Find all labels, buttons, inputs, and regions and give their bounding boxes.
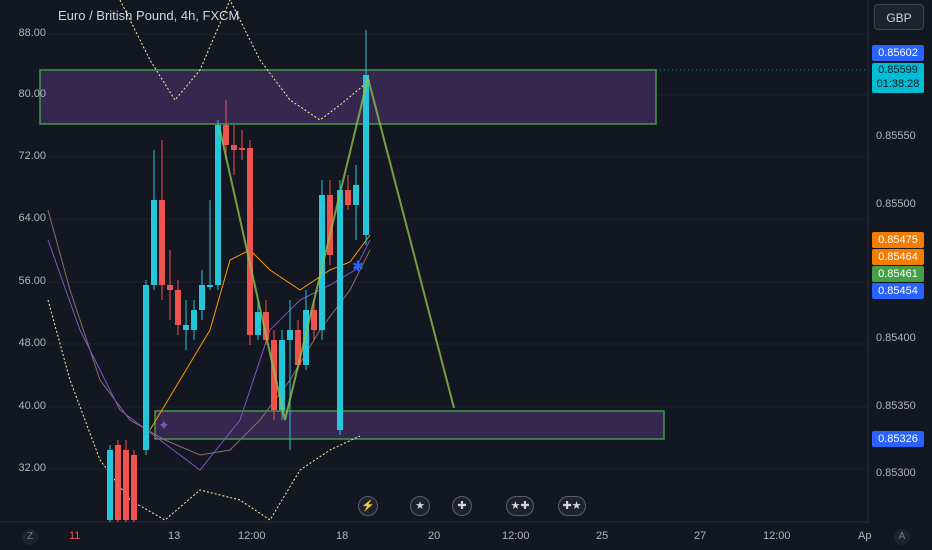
candle-body xyxy=(143,285,149,450)
price-badge-ma-2: 0.85464 xyxy=(872,249,924,265)
candle-body xyxy=(239,148,245,150)
candle-body xyxy=(295,330,301,365)
candle-body xyxy=(215,125,221,285)
time-axis-tick: 20 xyxy=(428,530,441,542)
uk-eu-flags-icon[interactable]: ✚★ xyxy=(558,496,586,516)
price-badge-ma-4: 0.85454 xyxy=(872,283,924,299)
time-axis-tick: 25 xyxy=(596,530,609,542)
time-axis-tick: 12:00 xyxy=(502,530,530,542)
candle-body xyxy=(115,445,121,520)
currency-button[interactable]: GBP xyxy=(874,4,924,30)
left-axis-tick: 40.00 xyxy=(18,400,46,412)
price-axis-tick: 0.85300 xyxy=(876,467,916,479)
left-axis-tick: 32.00 xyxy=(18,462,46,474)
left-axis-tick: 56.00 xyxy=(18,275,46,287)
eu-flag-icon[interactable]: ★ xyxy=(410,496,430,516)
symbol-title[interactable]: Euro / British Pound, 4h, FXCM xyxy=(58,8,240,23)
candle-body xyxy=(207,285,213,287)
eu-uk-flags-icon[interactable]: ★✚ xyxy=(506,496,534,516)
signal-star-icon: ✦ xyxy=(158,418,170,434)
demand-zone xyxy=(154,410,665,440)
price-badge-last: 0.85599 01:38:28 xyxy=(872,63,924,93)
time-axis-tick: 13 xyxy=(168,530,181,542)
left-axis-tick: 88.00 xyxy=(18,27,46,39)
band-lower xyxy=(47,299,361,521)
price-axis-tick: 0.85350 xyxy=(876,400,916,412)
candle-body xyxy=(107,450,113,520)
candle-body xyxy=(175,290,181,325)
price-axis-tick: 0.85400 xyxy=(876,332,916,344)
candle-body xyxy=(191,310,197,330)
candle-body xyxy=(263,312,269,340)
supply-zone xyxy=(39,69,657,125)
candle-body xyxy=(231,145,237,150)
candle-body xyxy=(353,185,359,205)
price-badge-high: 0.85602 xyxy=(872,45,924,61)
projection-path xyxy=(219,77,455,421)
candle-body xyxy=(247,148,253,335)
time-axis-tick: 12:00 xyxy=(763,530,791,542)
candle-body xyxy=(279,340,285,410)
time-axis-tick: 12:00 xyxy=(238,530,266,542)
candle-body xyxy=(337,190,343,430)
price-badge-low: 0.85326 xyxy=(872,431,924,447)
candle-body xyxy=(311,310,317,330)
left-axis-tick: 64.00 xyxy=(18,212,46,224)
candle-body xyxy=(327,195,333,255)
price-badge-ma-3: 0.85461 xyxy=(872,266,924,282)
price-axis-tick: 0.85500 xyxy=(876,198,916,210)
candle-body xyxy=(363,75,369,235)
uk-flag-icon[interactable]: ✚ xyxy=(452,496,472,516)
candle-body xyxy=(345,190,351,205)
price-badge-ma-1: 0.85475 xyxy=(872,232,924,248)
candle-body xyxy=(287,330,293,340)
candle-body xyxy=(255,312,261,335)
time-axis-tick: Ap xyxy=(858,530,872,542)
scale-z-button[interactable]: Z xyxy=(22,529,38,545)
candle-body xyxy=(183,325,189,330)
bar-countdown: 01:38:28 xyxy=(876,78,920,90)
candle-body xyxy=(223,125,229,145)
price-axis-tick: 0.85550 xyxy=(876,130,916,142)
left-axis-tick: 48.00 xyxy=(18,337,46,349)
flash-event-icon[interactable]: ⚡ xyxy=(358,496,378,516)
candle-body xyxy=(123,450,129,520)
left-axis-tick: 72.00 xyxy=(18,150,46,162)
left-axis-tick: 80.00 xyxy=(18,88,46,100)
candle-body xyxy=(167,285,173,290)
time-axis-tick: 11 xyxy=(69,530,81,542)
candle-body xyxy=(199,285,205,310)
time-axis-tick: 27 xyxy=(694,530,707,542)
candle-body xyxy=(159,200,165,285)
signal-star-icon: ✱ xyxy=(352,259,364,275)
time-axis-tick: 18 xyxy=(336,530,349,542)
candle-body xyxy=(131,455,137,520)
auto-scale-button[interactable]: A xyxy=(894,529,910,545)
candle-body xyxy=(319,195,325,330)
candle-body xyxy=(151,200,157,285)
